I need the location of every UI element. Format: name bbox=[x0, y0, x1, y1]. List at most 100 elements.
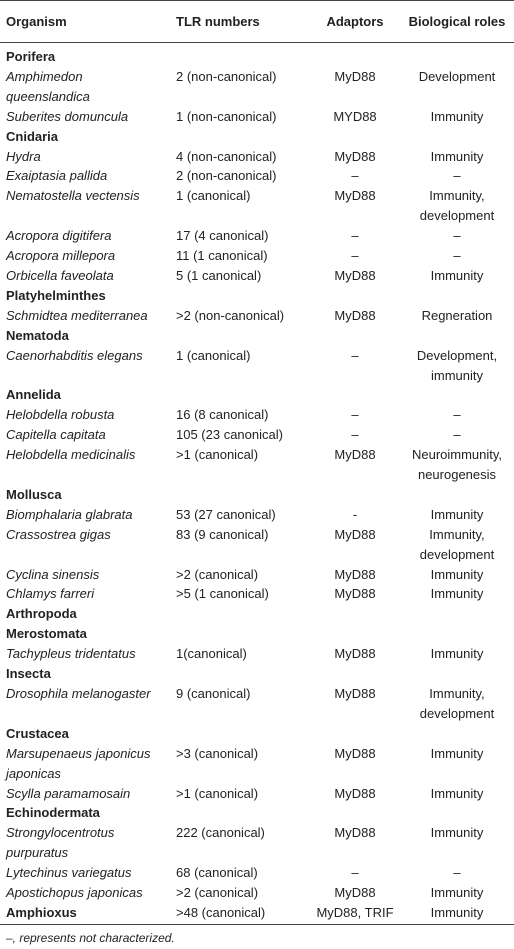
group-row: Mollusca bbox=[0, 485, 514, 505]
cell: Scylla paramamosain bbox=[6, 785, 131, 801]
data-row: Scylla paramamosain >1 (canonical) MyD88 Im… bbox=[0, 784, 514, 804]
cell: Cyclina sinensis bbox=[6, 566, 100, 582]
header-row: Organism TLR numbers Adaptors Biological ro… bbox=[0, 0, 514, 43]
cell: 4 (non-canonical) bbox=[176, 148, 277, 164]
cell: Schmidtea mediterranea bbox=[6, 307, 148, 323]
data-row: Caenorhabditis elegans 1 (canonical) – Deve… bbox=[0, 346, 514, 386]
cell-line: development bbox=[419, 546, 495, 562]
cell: Development, immunity bbox=[400, 346, 514, 386]
data-row: Capitella capitata 105 (23 canonical) – – bbox=[0, 425, 514, 445]
footnote: –, represents not characterized. bbox=[6, 931, 175, 945]
cell: >1 (canonical) bbox=[176, 785, 259, 801]
group-label: Porifera bbox=[6, 49, 56, 64]
cell: Acropora millepora bbox=[6, 248, 116, 264]
cell: Hydra bbox=[6, 148, 41, 164]
cell: Immunity bbox=[430, 745, 484, 761]
cell: Development bbox=[418, 68, 496, 84]
cell: Immunity bbox=[430, 267, 484, 283]
data-row: Suberites domuncula 1 (non-canonical) MYD8… bbox=[0, 107, 514, 127]
cell: 2 (non-canonical) bbox=[176, 168, 277, 184]
cell: Immunity bbox=[430, 785, 484, 801]
cell: Helobdella robusta bbox=[6, 407, 115, 423]
group-row: Insecta bbox=[0, 664, 514, 684]
cell: 53 (27 canonical) bbox=[176, 506, 276, 522]
group-row: Echinodermata bbox=[0, 803, 514, 823]
cell: Acropora digitifera bbox=[6, 228, 112, 244]
cell: Biomphalaria glabrata bbox=[6, 506, 133, 522]
cell: MyD88 bbox=[334, 586, 376, 602]
data-row: Marsupenaeus japonicus japonicas >3 (canon… bbox=[0, 744, 514, 784]
group-row: Cnidaria bbox=[0, 127, 514, 147]
cell: 222 (canonical) bbox=[176, 825, 265, 841]
group-row: Merostomata bbox=[0, 624, 514, 644]
cell: - bbox=[352, 506, 358, 522]
cell: – bbox=[453, 407, 461, 423]
cell: MyD88 bbox=[334, 148, 376, 164]
cell: 16 (8 canonical) bbox=[176, 407, 269, 423]
table-body: Porifera Amphimedon queenslandica 2 (non-ca… bbox=[0, 43, 514, 925]
cell: Tachypleus tridentatus bbox=[6, 646, 136, 662]
cell: – bbox=[351, 248, 359, 264]
cell: Nematostella vectensis bbox=[6, 188, 140, 204]
group-row: Porifera bbox=[0, 43, 514, 67]
cell: MyD88 bbox=[334, 745, 376, 761]
cell-line: immunity bbox=[430, 367, 483, 383]
cell: >3 (canonical) bbox=[176, 745, 259, 761]
data-row: Acropora millepora 11 (1 canonical) – – bbox=[0, 246, 514, 266]
cell: MyD88 bbox=[334, 267, 376, 283]
data-row: Helobdella medicinalis >1 (canonical) MyD8… bbox=[0, 445, 514, 485]
cell: 105 (23 canonical) bbox=[176, 427, 283, 443]
cell: Caenorhabditis elegans bbox=[6, 347, 143, 363]
group-label: Arthropoda bbox=[6, 606, 77, 622]
cell: – bbox=[453, 168, 461, 184]
data-row: Amphioxus >48 (canonical) MyD88, TRIF Immun… bbox=[0, 902, 514, 925]
column-header: TLR numbers bbox=[176, 0, 310, 43]
cell: Immunity, development bbox=[400, 186, 514, 226]
cell: 1 (canonical) bbox=[176, 188, 251, 204]
cell: Immunity bbox=[430, 646, 484, 662]
data-row: Crassostrea gigas 83 (9 canonical) MyD88 Im… bbox=[0, 525, 514, 565]
cell: Immunity bbox=[430, 586, 484, 602]
cell: MyD88 bbox=[334, 566, 376, 582]
cell-line: Immunity, bbox=[429, 526, 485, 542]
cell: MyD88 bbox=[334, 646, 376, 662]
cell-line: queenslandica bbox=[6, 88, 90, 104]
cell: MyD88 bbox=[334, 885, 376, 901]
cell: 68 (canonical) bbox=[176, 865, 258, 881]
cell: – bbox=[351, 347, 359, 363]
cell: Apostichopus japonicas bbox=[6, 885, 143, 901]
data-row: Orbicella faveolata 5 (1 canonical) MyD88 I… bbox=[0, 266, 514, 286]
group-label: Crustacea bbox=[6, 725, 69, 741]
cell: >2 (non-canonical) bbox=[176, 307, 285, 323]
group-row: Platyhelminthes bbox=[0, 286, 514, 306]
cell: 11 (1 canonical) bbox=[176, 248, 268, 264]
cell: MyD88 bbox=[334, 188, 376, 204]
cell: – bbox=[453, 865, 461, 881]
cell: >1 (canonical) bbox=[176, 447, 259, 463]
cell: Exaiptasia pallida bbox=[6, 168, 108, 184]
data-row: Biomphalaria glabrata 53 (27 canonical) - I… bbox=[0, 505, 514, 525]
cell: Marsupenaeus japonicus japonicas bbox=[0, 744, 176, 784]
cell: – bbox=[453, 228, 461, 244]
group-row: Annelida bbox=[0, 385, 514, 405]
cell: Crassostrea gigas bbox=[6, 526, 111, 542]
cell: Orbicella faveolata bbox=[6, 267, 114, 283]
cell: – bbox=[351, 407, 359, 423]
cell: Immunity bbox=[400, 902, 514, 925]
cell: Immunity bbox=[430, 506, 484, 522]
cell: – bbox=[351, 865, 359, 881]
data-row: Lytechinus variegatus 68 (canonical) – – bbox=[0, 863, 514, 883]
data-row: Apostichopus japonicas >2 (canonical) MyD8… bbox=[0, 883, 514, 903]
cell-line: Marsupenaeus japonicus bbox=[6, 745, 151, 761]
cell: MYD88 bbox=[333, 108, 377, 124]
cell: Suberites domuncula bbox=[6, 108, 129, 124]
cell: >2 (canonical) bbox=[176, 566, 259, 582]
cell-line: Immunity, bbox=[429, 686, 485, 701]
cell: Neuroimmunity, neurogenesis bbox=[400, 445, 514, 485]
data-row: Chlamys farreri >5 (1 canonical) MyD88 Immu… bbox=[0, 584, 514, 604]
data-row: Amphimedon queenslandica 2 (non-canonical)… bbox=[0, 67, 514, 107]
cell: >5 (1 canonical) bbox=[176, 586, 269, 602]
group-row: Crustacea bbox=[0, 724, 514, 744]
cell: MyD88 bbox=[334, 307, 376, 323]
cell: Helobdella medicinalis bbox=[6, 447, 136, 463]
